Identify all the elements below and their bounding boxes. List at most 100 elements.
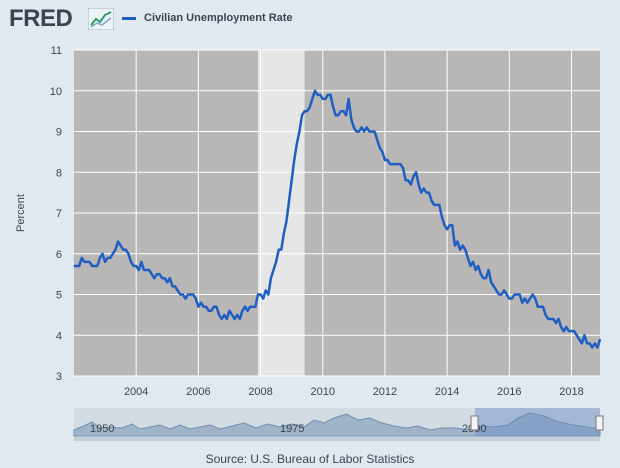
- data-point[interactable]: [202, 306, 205, 308]
- data-point[interactable]: [314, 90, 316, 92]
- data-point[interactable]: [459, 249, 461, 251]
- data-point[interactable]: [99, 257, 101, 259]
- data-point[interactable]: [573, 330, 575, 332]
- data-point[interactable]: [177, 289, 179, 292]
- data-point[interactable]: [596, 346, 599, 349]
- navigator-selection[interactable]: [475, 408, 600, 436]
- data-point[interactable]: [120, 245, 122, 247]
- data-point[interactable]: [278, 249, 280, 251]
- data-point[interactable]: [399, 163, 402, 165]
- data-point[interactable]: [158, 273, 161, 275]
- data-point[interactable]: [361, 126, 363, 129]
- data-point[interactable]: [462, 245, 464, 247]
- data-point[interactable]: [94, 265, 96, 267]
- navigator-handle-left[interactable]: [470, 415, 479, 431]
- data-point[interactable]: [301, 114, 303, 116]
- data-point[interactable]: [148, 269, 150, 271]
- data-point[interactable]: [420, 192, 422, 194]
- data-point[interactable]: [550, 318, 552, 320]
- data-point[interactable]: [296, 143, 298, 145]
- data-point[interactable]: [524, 297, 526, 300]
- data-point[interactable]: [516, 293, 518, 296]
- data-point[interactable]: [210, 310, 212, 312]
- data-point[interactable]: [371, 130, 373, 133]
- data-point[interactable]: [350, 118, 352, 120]
- data-point[interactable]: [257, 293, 259, 296]
- data-point[interactable]: [184, 297, 187, 300]
- data-point[interactable]: [568, 330, 570, 332]
- data-point[interactable]: [112, 253, 114, 255]
- data-point[interactable]: [114, 249, 117, 251]
- data-point[interactable]: [485, 277, 487, 279]
- data-point[interactable]: [449, 224, 451, 226]
- data-point[interactable]: [226, 318, 228, 320]
- data-point[interactable]: [480, 273, 482, 275]
- data-point[interactable]: [182, 293, 184, 296]
- data-point[interactable]: [490, 281, 492, 283]
- series-line[interactable]: [74, 89, 602, 349]
- data-point[interactable]: [526, 302, 529, 304]
- data-point[interactable]: [555, 322, 557, 324]
- data-point[interactable]: [192, 293, 194, 296]
- data-point[interactable]: [594, 342, 596, 344]
- data-point[interactable]: [324, 98, 326, 100]
- data-point[interactable]: [143, 269, 145, 271]
- data-point[interactable]: [353, 126, 355, 129]
- data-point[interactable]: [267, 293, 269, 296]
- data-point[interactable]: [433, 204, 435, 206]
- data-point[interactable]: [386, 159, 389, 161]
- data-point[interactable]: [583, 334, 586, 336]
- data-point[interactable]: [407, 179, 409, 181]
- data-point[interactable]: [316, 94, 319, 96]
- data-point[interactable]: [430, 200, 433, 202]
- data-point[interactable]: [436, 204, 438, 206]
- data-point[interactable]: [187, 293, 189, 296]
- data-point[interactable]: [132, 265, 135, 267]
- data-point[interactable]: [86, 261, 88, 263]
- data-point[interactable]: [236, 314, 238, 316]
- data-point[interactable]: [304, 110, 306, 112]
- data-point[interactable]: [348, 98, 350, 100]
- data-point[interactable]: [241, 310, 244, 312]
- data-point[interactable]: [340, 110, 342, 112]
- data-point[interactable]: [254, 306, 256, 308]
- data-point[interactable]: [565, 326, 567, 328]
- data-point[interactable]: [405, 179, 407, 181]
- data-point[interactable]: [358, 130, 360, 133]
- data-point[interactable]: [355, 130, 358, 133]
- data-point[interactable]: [213, 306, 215, 308]
- data-point[interactable]: [477, 265, 479, 267]
- data-point[interactable]: [342, 110, 345, 112]
- data-point[interactable]: [363, 130, 365, 133]
- data-point[interactable]: [381, 151, 383, 153]
- data-point[interactable]: [262, 297, 264, 300]
- navigator[interactable]: 1950 1975 2000: [73, 408, 604, 441]
- data-point[interactable]: [101, 253, 104, 255]
- data-point[interactable]: [397, 163, 399, 165]
- data-point[interactable]: [493, 285, 495, 287]
- data-point[interactable]: [319, 94, 321, 96]
- data-point[interactable]: [88, 261, 91, 263]
- data-point[interactable]: [249, 306, 251, 308]
- data-point[interactable]: [446, 228, 448, 230]
- data-point[interactable]: [500, 293, 503, 296]
- data-point[interactable]: [578, 338, 580, 340]
- data-point[interactable]: [544, 314, 547, 316]
- data-point[interactable]: [425, 192, 427, 194]
- data-point[interactable]: [117, 240, 119, 243]
- data-point[interactable]: [280, 249, 282, 251]
- data-point[interactable]: [519, 293, 521, 296]
- data-point[interactable]: [451, 224, 453, 226]
- data-point[interactable]: [200, 302, 202, 304]
- data-point[interactable]: [125, 249, 127, 251]
- data-point[interactable]: [179, 293, 181, 296]
- data-point[interactable]: [91, 265, 93, 267]
- data-point[interactable]: [563, 330, 565, 332]
- data-point[interactable]: [443, 224, 446, 226]
- data-point[interactable]: [537, 306, 539, 308]
- navigator-scrollbar[interactable]: [74, 437, 600, 441]
- data-point[interactable]: [171, 285, 174, 287]
- data-point[interactable]: [161, 277, 163, 279]
- data-point[interactable]: [215, 306, 218, 308]
- data-point[interactable]: [153, 277, 155, 279]
